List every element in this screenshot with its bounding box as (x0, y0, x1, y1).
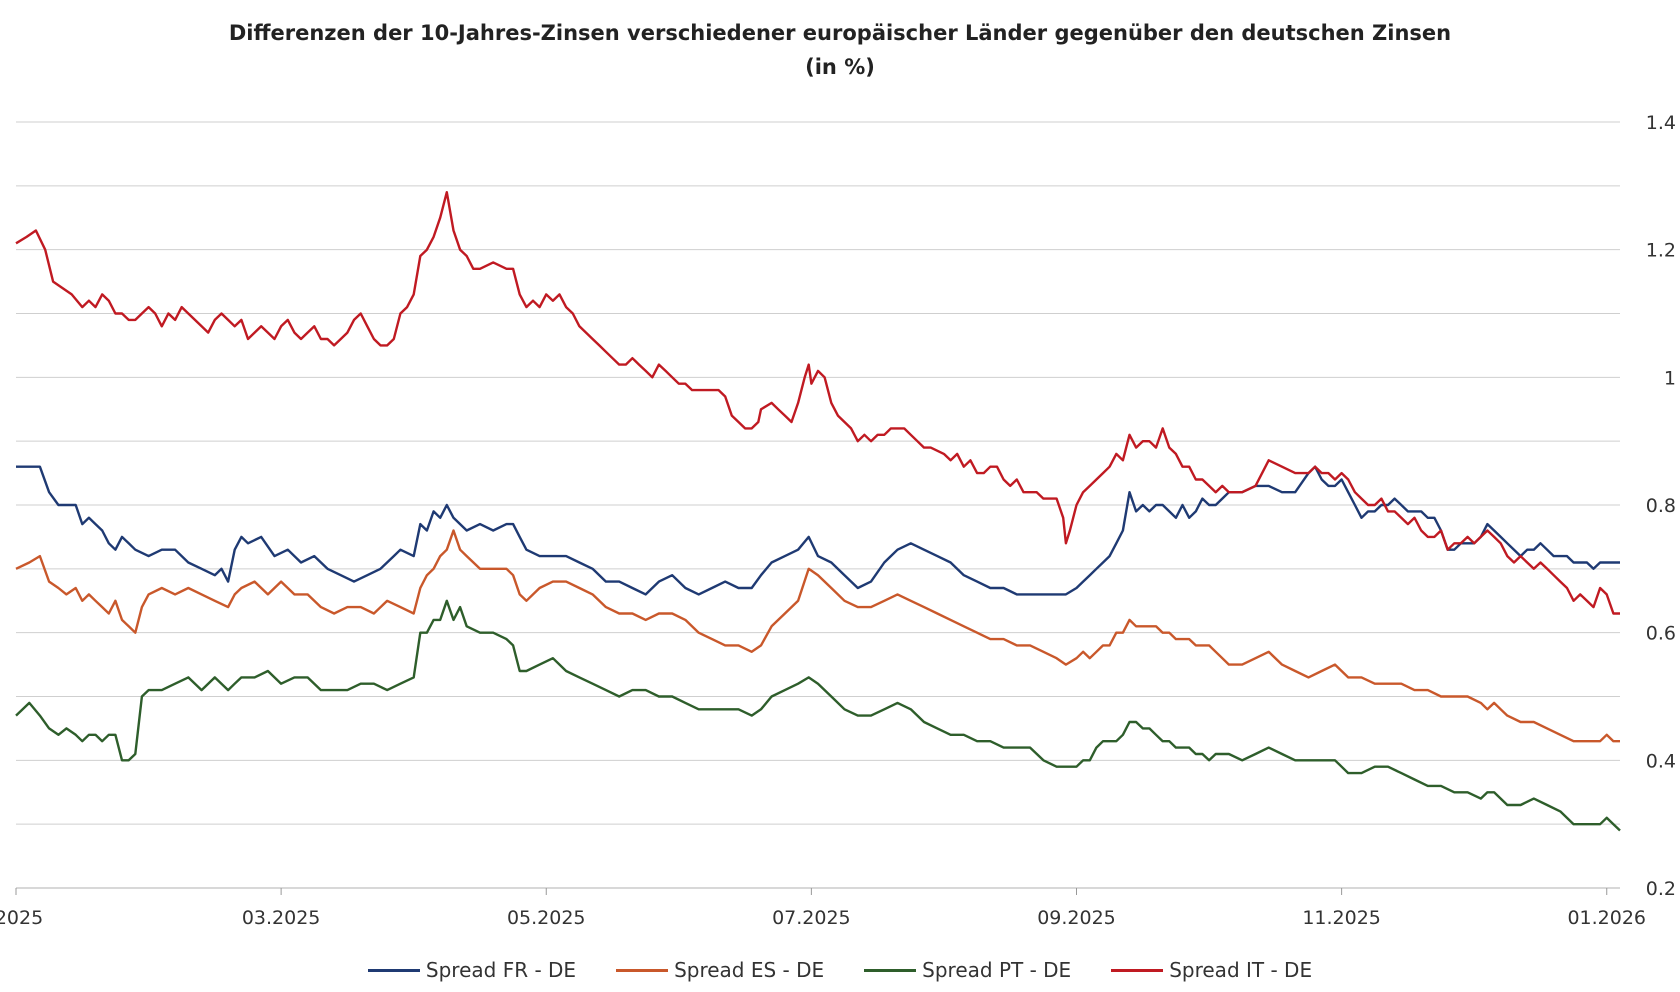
legend-swatch (864, 968, 917, 972)
grid-lines (16, 121, 1620, 889)
legend-label: Spread ES - DE (674, 958, 825, 982)
y-axis-tick-labels: 0.2 0.4 0.6 0.8 1 1.2 1.4 (1646, 112, 1676, 900)
chart-title-main: Differenzen der 10-Jahres-Zinsen verschi… (228, 21, 1452, 45)
legend-item: Spread PT - DE (864, 958, 1071, 982)
y-tick-label: 0.2 (1646, 878, 1676, 900)
x-tick-label: 05.2025 (507, 907, 586, 929)
legend-swatch (1111, 968, 1164, 972)
y-tick-label: 0.4 (1646, 750, 1676, 772)
y-tick-label: 1.4 (1646, 112, 1676, 134)
series-line-spread-it-de (15, 191, 1620, 615)
line-chart: 0.2 0.4 0.6 0.8 1 1.2 1.4 .2025 03.2025 05.2025 0… (0, 112, 1676, 929)
series-lines (15, 191, 1621, 832)
legend-label: Spread IT - DE (1169, 958, 1313, 982)
x-tick-label: 03.2025 (242, 907, 321, 929)
legend-item: Spread IT - DE (1111, 958, 1312, 982)
legend-swatch (367, 968, 420, 972)
y-tick-label: 0.6 (1646, 623, 1676, 645)
x-axis (15, 887, 1620, 895)
legend-swatch (616, 968, 669, 972)
series-line-spread-pt-de (15, 599, 1621, 832)
chart-title: Differenzen der 10-Jahres-Zinsen verschi… (0, 16, 1680, 84)
legend-label: Spread PT - DE (922, 958, 1072, 982)
chart-legend: Spread FR - DE Spread ES - DE Spread PT - … (0, 958, 1680, 982)
x-tick-label: 01.2026 (1567, 907, 1646, 929)
series-line-spread-es-de (15, 529, 1620, 743)
legend-item: Spread FR - DE (367, 958, 577, 982)
y-tick-label: 0.8 (1646, 495, 1676, 517)
x-tick-label: 09.2025 (1037, 907, 1116, 929)
chart-subtitle: (in %) (805, 55, 875, 79)
legend-item: Spread ES - DE (616, 958, 824, 982)
legend-label: Spread FR - DE (425, 958, 577, 982)
x-tick-label: .2025 (0, 907, 43, 929)
x-tick-label: 07.2025 (772, 907, 851, 929)
x-axis-tick-labels: .2025 03.2025 05.2025 07.2025 09.2025 11.2025… (0, 907, 1646, 929)
series-line-spread-fr-de (16, 465, 1620, 596)
y-tick-label: 1.2 (1646, 240, 1676, 262)
x-tick-label: 11.2025 (1302, 907, 1381, 929)
y-tick-label: 1 (1664, 367, 1676, 389)
